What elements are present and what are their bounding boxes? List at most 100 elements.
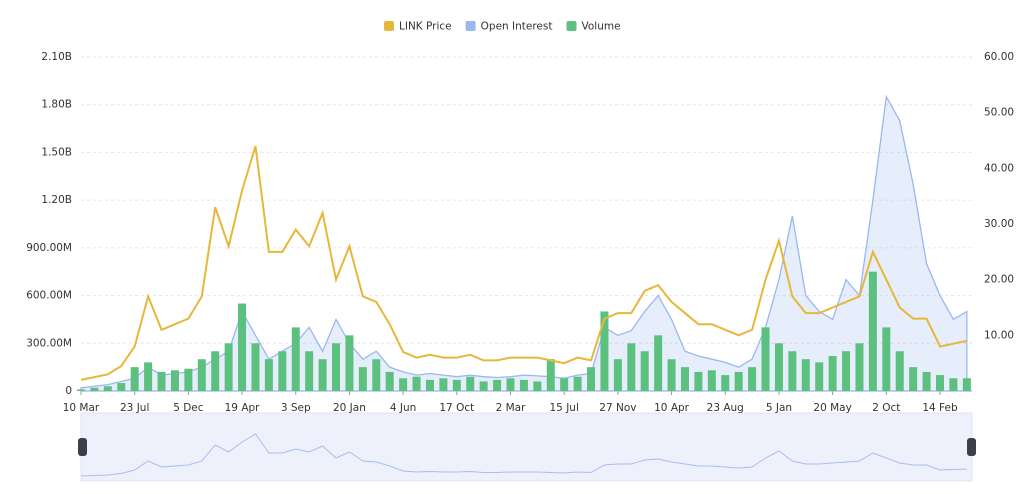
legend-swatch xyxy=(566,21,577,31)
x-tick-label: 27 Nov xyxy=(599,402,636,414)
bar xyxy=(264,359,273,391)
area xyxy=(80,94,968,392)
bar xyxy=(77,389,85,391)
bar xyxy=(842,351,851,391)
bar xyxy=(962,378,971,391)
navigator-handle[interactable] xyxy=(967,438,976,456)
bar xyxy=(251,343,260,391)
bar xyxy=(546,359,555,391)
navigator-handle[interactable] xyxy=(78,438,87,456)
bar xyxy=(385,371,394,391)
bar xyxy=(358,367,367,391)
bar xyxy=(573,376,582,391)
bar xyxy=(452,379,461,391)
x-tick-label: 4 Jun xyxy=(390,402,416,414)
bar xyxy=(613,359,622,391)
bar xyxy=(748,367,757,391)
x-tick-label: 3 Sep xyxy=(281,402,311,414)
bar xyxy=(305,351,314,391)
y-tick-label: 2.10B xyxy=(41,51,72,63)
bar xyxy=(909,367,918,391)
y2-tick-label: 60.00 xyxy=(984,51,1014,63)
x-tick-label: 2 Oct xyxy=(872,402,900,414)
bar xyxy=(372,359,381,391)
bar xyxy=(788,351,797,391)
bar xyxy=(815,362,824,391)
legend-label: Volume xyxy=(582,21,621,33)
bar xyxy=(640,351,649,391)
bar xyxy=(855,343,864,391)
bar xyxy=(479,381,488,391)
navigator-area xyxy=(80,433,967,477)
bar xyxy=(184,368,193,391)
bar xyxy=(868,271,877,391)
bar xyxy=(439,378,448,391)
x-tick-label: 20 Jan xyxy=(333,402,366,414)
x-tick-label: 5 Jan xyxy=(766,402,792,414)
bar xyxy=(332,343,341,391)
bar xyxy=(707,370,716,391)
y2-tick-label: 20.00 xyxy=(984,274,1014,286)
bar xyxy=(291,327,300,391)
y2-tick-label: 40.00 xyxy=(984,162,1014,174)
bar xyxy=(828,356,837,391)
bar xyxy=(801,359,810,391)
navigator[interactable] xyxy=(80,412,973,482)
y-tick-label: 600.00M xyxy=(26,290,72,302)
x-tick-label: 5 Dec xyxy=(173,402,204,414)
bar xyxy=(506,378,515,391)
bar xyxy=(680,367,689,391)
x-tick-label: 10 Apr xyxy=(654,402,690,414)
x-tick-label: 19 Apr xyxy=(225,402,261,414)
y-tick-label: 1.50B xyxy=(41,146,72,158)
bar xyxy=(224,343,233,391)
bar xyxy=(466,376,475,391)
bar xyxy=(600,311,609,391)
bar xyxy=(667,359,676,391)
bar xyxy=(238,303,247,391)
bar xyxy=(949,378,958,391)
x-tick-label: 20 May xyxy=(813,402,851,414)
bar xyxy=(519,379,528,391)
bar xyxy=(761,327,770,391)
bar xyxy=(103,386,112,391)
bar xyxy=(882,327,891,391)
bar xyxy=(278,351,287,391)
legend-swatch xyxy=(384,21,394,31)
bar xyxy=(493,379,502,391)
x-tick-label: 23 Jul xyxy=(120,402,149,414)
bar xyxy=(412,376,421,391)
bar xyxy=(694,371,703,391)
legend-swatch xyxy=(465,21,476,31)
bar xyxy=(560,378,569,391)
bar xyxy=(211,351,220,391)
bar xyxy=(197,359,206,391)
x-tick-label: 14 Feb xyxy=(922,402,958,414)
line xyxy=(80,145,968,381)
bar xyxy=(587,367,596,391)
bar xyxy=(922,371,931,391)
y2-tick-label: 30.00 xyxy=(984,218,1014,230)
y-tick-label: 1.80B xyxy=(41,99,72,111)
bar xyxy=(318,359,327,391)
x-tick-label: 15 Jul xyxy=(550,402,579,414)
bar xyxy=(345,335,354,391)
y2-tick-label: 10.00 xyxy=(984,329,1014,341)
bar xyxy=(399,378,408,391)
y-tick-label: 0 xyxy=(65,385,72,397)
bar xyxy=(425,379,434,391)
y-tick-label: 1.20B xyxy=(41,194,72,206)
bar xyxy=(90,387,99,391)
bar xyxy=(895,351,904,391)
bar xyxy=(144,362,153,391)
y2-tick-label: 50.00 xyxy=(984,107,1014,119)
bar xyxy=(157,371,166,391)
x-tick-label: 17 Oct xyxy=(439,402,474,414)
bar xyxy=(721,375,730,391)
bar xyxy=(117,383,126,391)
bar xyxy=(627,343,636,391)
bar xyxy=(533,381,542,391)
legend-label: Open Interest xyxy=(481,21,553,33)
legend-label: LINK Price xyxy=(399,21,452,33)
